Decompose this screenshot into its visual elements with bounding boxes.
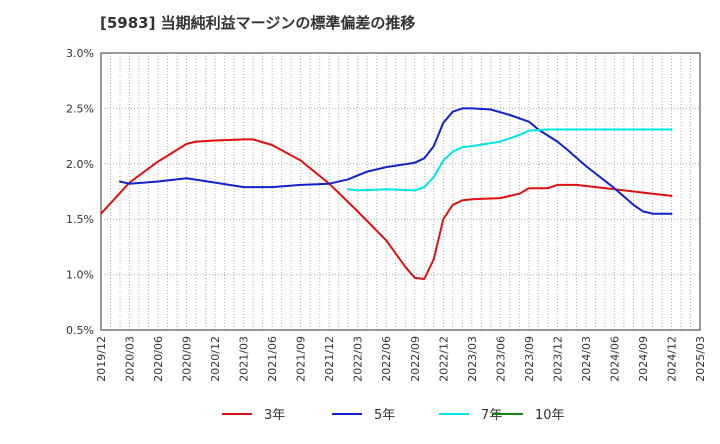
x-tick-label: 2021/03 — [238, 336, 251, 382]
legend-label-2: 5年 — [374, 408, 395, 423]
plot-area — [101, 53, 700, 330]
x-tick-label: 2023/03 — [466, 336, 479, 382]
series-line-1 — [100, 138, 673, 280]
x-tick-label: 2020/06 — [152, 336, 165, 382]
x-tick-label: 2023/12 — [551, 336, 564, 382]
x-tick-label: 2022/03 — [352, 336, 365, 382]
x-tick-label: 2025/03 — [694, 336, 707, 382]
y-tick-label: 3.0% — [66, 47, 94, 60]
x-tick-label: 2024/06 — [608, 336, 621, 382]
x-tick-label: 2024/03 — [580, 336, 593, 382]
legend-label-3: 7年 — [481, 408, 502, 423]
x-tick-label: 2023/09 — [523, 336, 536, 382]
legend-label-1: 3年 — [264, 408, 285, 423]
x-tick-label: 2022/09 — [409, 336, 422, 382]
legend-label-4: 10年 — [535, 408, 565, 423]
x-tick-label: 2024/12 — [665, 336, 678, 382]
x-tick-label: 2020/03 — [124, 336, 137, 382]
y-tick-label: 0.5% — [66, 324, 94, 337]
series-line-3 — [347, 128, 673, 192]
y-tick-label: 1.0% — [66, 269, 94, 282]
y-tick-label: 1.5% — [66, 213, 94, 226]
x-tick-label: 2021/09 — [295, 336, 308, 382]
x-tick-label: 2021/12 — [323, 336, 336, 382]
x-tick-label: 2023/06 — [494, 336, 507, 382]
x-tick-label: 2020/12 — [209, 336, 222, 382]
x-tick-label: 2021/06 — [266, 336, 279, 382]
chart-title: [5983] 当期純利益マージンの標準偏差の推移 — [100, 14, 416, 32]
x-tick-label: 2020/09 — [181, 336, 194, 382]
x-tick-label: 2022/06 — [380, 336, 393, 382]
y-tick-label: 2.0% — [66, 158, 94, 171]
series-line-2 — [119, 107, 673, 215]
y-tick-label: 2.5% — [66, 102, 94, 115]
x-tick-label: 2022/12 — [437, 336, 450, 382]
x-tick-label: 2019/12 — [95, 336, 108, 382]
plot-border — [100, 52, 701, 331]
x-tick-label: 2024/09 — [637, 336, 650, 382]
